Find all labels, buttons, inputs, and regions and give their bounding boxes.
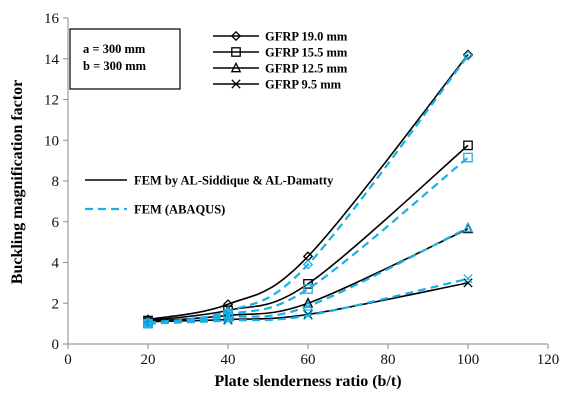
data-point [463, 140, 473, 151]
dimension-annotation: a = 300 mm b = 300 mm [69, 28, 181, 90]
series-group [142, 221, 474, 328]
x-tick-label: 120 [537, 352, 560, 368]
legend-entry-label: GFRP 19.0 mm [265, 30, 348, 44]
y-tick-label: 2 [52, 296, 60, 312]
legend-style-label: FEM by AL-Siddique & AL-Damatty [134, 174, 334, 188]
data-point [303, 310, 313, 321]
legend-entry-label: GFRP 9.5 mm [265, 78, 342, 92]
y-tick-label: 4 [52, 256, 60, 272]
x-tick-label: 100 [457, 352, 480, 368]
y-tick-label: 16 [44, 11, 60, 27]
series-line [147, 156, 469, 325]
data-point [462, 49, 474, 60]
legend-marker [230, 30, 242, 42]
annotation-line-a: a = 300 mm [83, 42, 146, 56]
data-point [302, 259, 314, 270]
y-axis-title: Buckling magnification factor [9, 80, 26, 284]
x-axis-title: Plate slenderness ratio (b/t) [214, 373, 401, 390]
legend-entry-label: GFRP 12.5 mm [265, 62, 348, 76]
legend-entry-label: GFRP 15.5 mm [265, 46, 348, 60]
annotation-line-b: b = 300 mm [83, 59, 147, 73]
series-line [147, 54, 469, 321]
legend-marker [231, 79, 241, 89]
y-tick-label: 6 [52, 215, 60, 231]
data-point [302, 300, 314, 311]
series-line [147, 277, 469, 325]
x-tick-label: 20 [141, 352, 156, 368]
legend-style-label: FEM (ABAQUS) [134, 203, 225, 217]
y-tick-label: 10 [44, 133, 59, 149]
data-point [143, 318, 153, 329]
y-tick-label: 0 [52, 337, 60, 353]
series-line [147, 55, 469, 324]
legend-marker [230, 61, 242, 73]
annotation-frame [69, 28, 181, 90]
data-point [303, 279, 313, 289]
tick-layer: 0 20 40 60 80 100 120 0 2 4 6 8 10 12 14 16 [44, 11, 559, 368]
series-group [142, 50, 474, 328]
data-point [223, 315, 233, 326]
legend-marker [231, 47, 241, 57]
x-tick-label: 60 [301, 352, 316, 368]
method-legend: FEM by AL-Siddique & AL-Damatty FEM (ABAQ… [85, 174, 334, 217]
data-point [303, 284, 313, 294]
y-tick-label: 14 [44, 52, 60, 68]
series-group [143, 274, 473, 329]
series-line [147, 226, 469, 325]
x-tick-label: 40 [221, 352, 236, 368]
x-tick-label: 80 [381, 352, 396, 368]
series-line [147, 144, 469, 322]
data-point [462, 221, 474, 233]
x-tick-label: 0 [64, 352, 72, 368]
data-point [463, 152, 473, 163]
y-tick-label: 8 [52, 174, 60, 190]
data-point [463, 278, 473, 288]
data-point [222, 299, 234, 310]
series-line [147, 228, 469, 323]
y-tick-label: 12 [44, 93, 59, 109]
data-point [463, 274, 473, 284]
data-point [223, 309, 233, 320]
data-point [462, 50, 474, 61]
marker-legend: GFRP 19.0 mm GFRP 15.5 mm GFRP 12.5 mm GFRP… [213, 30, 348, 92]
series-layer [142, 49, 474, 329]
